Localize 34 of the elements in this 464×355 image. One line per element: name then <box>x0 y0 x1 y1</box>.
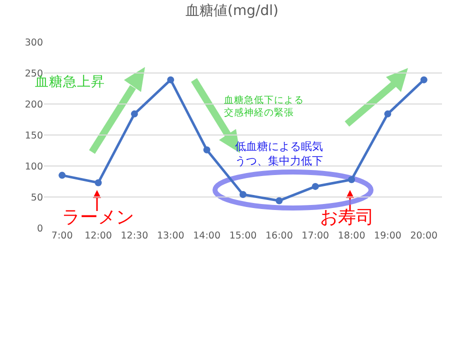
x-tick-label: 19:00 <box>374 230 402 242</box>
x-tick-label: 13:00 <box>156 230 184 242</box>
annotation: 血糖急低下による交感神経の緊張 <box>224 94 304 118</box>
x-tick-label: 20:00 <box>410 230 438 242</box>
x-tick-label: 17:00 <box>302 230 330 242</box>
x-tick-label: 15:00 <box>229 230 257 242</box>
annotation: ラーメン <box>62 207 134 228</box>
point <box>130 110 138 118</box>
point <box>240 191 246 198</box>
point <box>94 179 102 186</box>
x-tick-label: 7:00 <box>51 230 73 242</box>
y-tick-label: 100 <box>24 161 43 172</box>
x-tick-label: 12:30 <box>120 230 148 242</box>
point <box>276 197 283 204</box>
point <box>312 182 319 190</box>
y-tick-label: 150 <box>24 130 43 142</box>
x-tick-label: 18:00 <box>338 230 366 242</box>
point <box>348 176 356 184</box>
point <box>420 76 428 84</box>
y-tick-label: 0 <box>36 223 43 234</box>
chart-title: 血糖値(mg/dl) <box>186 3 278 20</box>
x-tick-label: 14:00 <box>193 230 221 242</box>
y-tick-label: 50 <box>30 192 43 204</box>
annotation: 血糖急上昇 <box>35 74 105 90</box>
y-tick-label: 200 <box>24 99 43 110</box>
point <box>203 146 210 154</box>
x-tick-label: 16:00 <box>265 230 293 242</box>
annotation: 低血糖による眠気うつ、集中力低下 <box>235 140 323 168</box>
point <box>58 172 66 179</box>
x-tick-label: 12:00 <box>84 230 112 242</box>
annotation: お寿司 <box>320 207 374 228</box>
point <box>384 110 392 118</box>
point <box>167 76 174 84</box>
y-tick-label: 300 <box>24 37 43 48</box>
